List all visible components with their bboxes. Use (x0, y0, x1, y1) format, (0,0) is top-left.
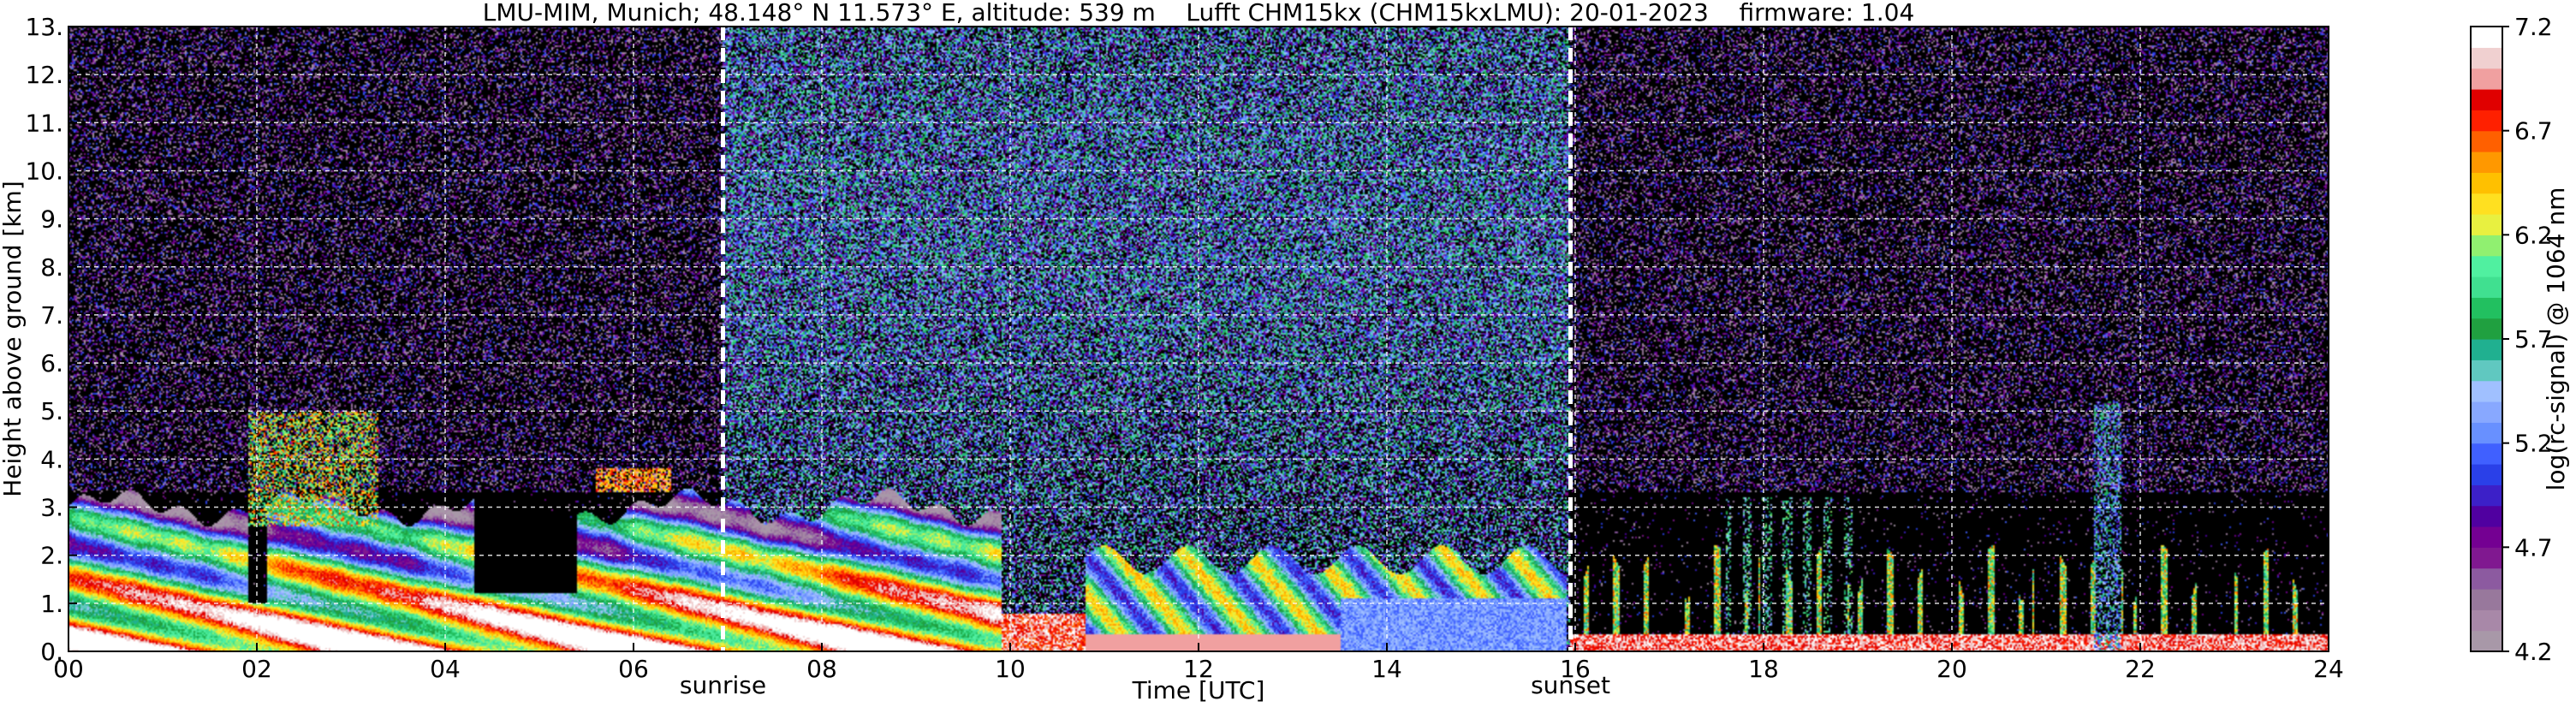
colorbar-swatch (2471, 318, 2502, 340)
colorbar: 4.2 4.7 5.2 5.7 6.2 6.7 7.2 (2470, 13, 2553, 666)
colorbar-swatch (2471, 27, 2502, 48)
colorbar-swatch (2471, 630, 2502, 652)
colorbar-tick-label: 4.2 (2514, 638, 2553, 666)
x-tick-label: 12 (1183, 655, 1214, 683)
colorbar-swatch (2471, 89, 2502, 110)
x-tick-label: 14 (1371, 655, 1402, 683)
colorbar-swatch (2471, 47, 2502, 69)
x-tick-label: 04 (430, 655, 461, 683)
y-tick-label: 5. (40, 397, 63, 425)
colorbar-swatch (2471, 422, 2502, 444)
x-tick-label: 00 (53, 655, 84, 683)
x-tick-label: 08 (806, 655, 837, 683)
y-axis: 0. 1. 2. 3. 4. 5. 6. 7. 8. 9. 10. 11. 12. 13. (25, 13, 77, 666)
sun-markers: sunrise sunset (680, 27, 1610, 699)
colorbar-swatch (2471, 130, 2502, 152)
x-tick-label: 16 (1560, 655, 1591, 683)
x-tick-label: 06 (618, 655, 649, 683)
colorbar-swatch (2471, 380, 2502, 402)
x-tick-label: 22 (2125, 655, 2156, 683)
colorbar-swatch (2471, 152, 2502, 173)
y-tick-label: 9. (40, 205, 63, 234)
colorbar-swatch (2471, 68, 2502, 90)
y-tick-label: 2. (40, 542, 63, 570)
x-axis-label: Time [UTC] (1132, 676, 1265, 704)
x-tick-label: 20 (1936, 655, 1967, 683)
x-axis: 00 02 04 06 08 10 12 14 16 18 20 22 24 (53, 643, 2344, 683)
colorbar-swatch (2471, 526, 2502, 548)
y-tick-label: 0. (40, 638, 63, 666)
colorbar-tick-label: 6.2 (2514, 221, 2553, 249)
x-tick-label: 18 (1748, 655, 1779, 683)
grid (68, 27, 2329, 651)
colorbar-swatch (2471, 110, 2502, 132)
colorbar-swatch (2471, 214, 2502, 235)
colorbar-swatch (2471, 193, 2502, 215)
y-tick-label: 4. (40, 445, 63, 473)
colorbar-tick-label: 7.2 (2514, 13, 2553, 41)
colorbar-swatch (2471, 235, 2502, 257)
colorbar-swatch (2471, 609, 2502, 632)
x-tick-label: 24 (2313, 655, 2344, 683)
y-tick-label: 6. (40, 349, 63, 377)
sunset-label: sunset (1531, 671, 1610, 699)
y-tick-label: 8. (40, 253, 63, 282)
x-tick-label: 02 (241, 655, 272, 683)
colorbar-swatch (2471, 443, 2502, 465)
y-tick-label: 1. (40, 590, 63, 618)
colorbar-swatch (2471, 359, 2502, 382)
y-tick-label: 7. (40, 301, 63, 330)
colorbar-swatch (2471, 339, 2502, 360)
colorbar-swatch (2471, 505, 2502, 527)
y-axis-label: Height above ground [km] (0, 181, 27, 497)
colorbar-tick-label: 5.2 (2514, 430, 2553, 458)
colorbar-swatch (2471, 547, 2502, 569)
y-tick-label: 10. (25, 157, 63, 185)
sunrise-label: sunrise (680, 671, 766, 699)
y-tick-label: 3. (40, 494, 63, 522)
colorbar-swatch (2471, 484, 2502, 507)
colorbar-tick-label: 5.7 (2514, 325, 2553, 354)
colorbar-swatch (2471, 464, 2502, 485)
colorbar-swatch (2471, 567, 2502, 590)
y-tick-label: 11. (25, 109, 63, 137)
y-tick-label: 13. (25, 13, 63, 41)
colorbar-tick-label: 4.7 (2514, 533, 2553, 561)
colorbar-swatch (2471, 297, 2502, 319)
colorbar-tick-label: 6.7 (2514, 117, 2553, 146)
colorbar-swatch (2471, 589, 2502, 610)
y-tick-label: 12. (25, 61, 63, 89)
chart-title: LMU-MIM, Munich; 48.148° N 11.573° E, al… (483, 0, 1915, 27)
colorbar-label: log(rc-signal) @ 1064 nm (2542, 187, 2570, 491)
colorbar-swatch (2471, 255, 2502, 277)
colorbar-swatch (2471, 172, 2502, 194)
colorbar-swatch (2471, 276, 2502, 298)
x-tick-label: 10 (995, 655, 1026, 683)
colorbar-swatch (2471, 401, 2502, 423)
